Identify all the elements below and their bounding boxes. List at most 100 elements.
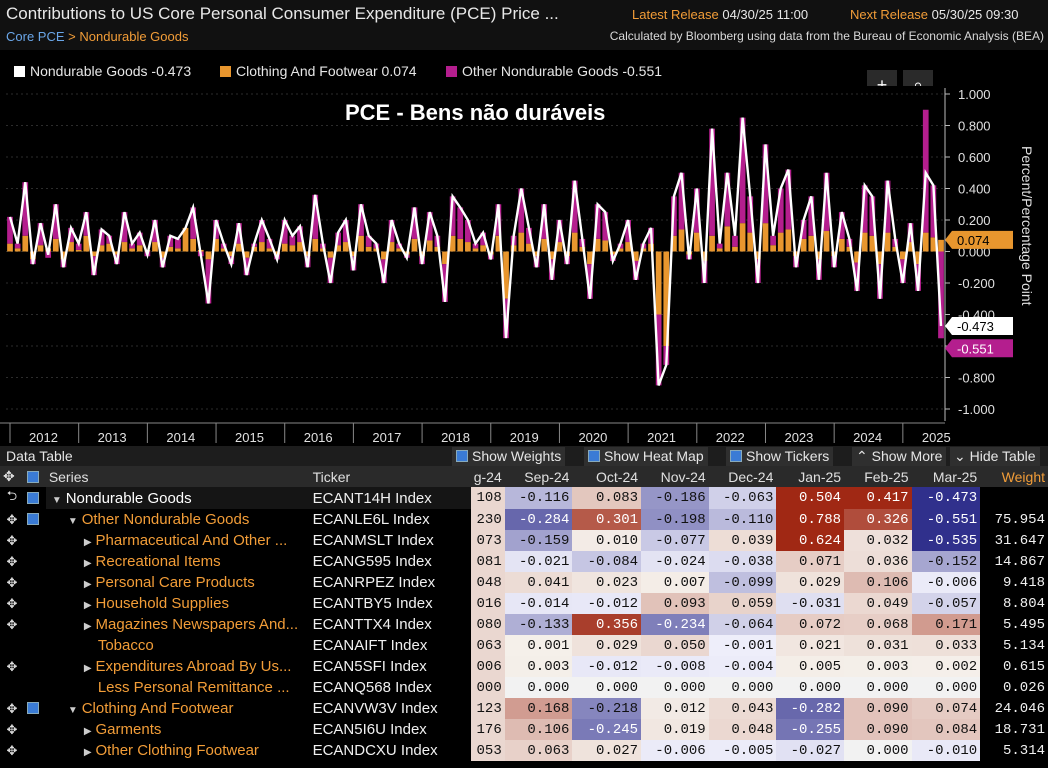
value-cell[interactable]: 0.071 — [776, 551, 844, 572]
row-checkbox[interactable] — [24, 740, 46, 761]
table-row[interactable]: Tobacco ECANAIFT Index 063 0.001 0.029 0.050-… — [0, 635, 1048, 656]
value-cell[interactable]: -0.245 — [572, 719, 641, 740]
ticker-cell[interactable]: ECANMSLT Index — [310, 530, 471, 551]
value-cell[interactable]: 000 — [471, 677, 505, 698]
caret-down-icon[interactable]: ▼ — [68, 516, 78, 527]
value-cell[interactable]: -0.535 — [912, 530, 981, 551]
value-cell[interactable]: -0.012 — [572, 593, 641, 614]
series-name-cell[interactable]: ▶ Magazines Newspapers And... — [46, 614, 310, 635]
ticker-cell[interactable]: ECANVW3V Index — [310, 698, 471, 719]
value-cell[interactable]: 0.504 — [776, 487, 844, 509]
value-cell[interactable]: -0.077 — [641, 530, 709, 551]
move-icon[interactable]: ✥ — [0, 530, 24, 551]
series-name-cell[interactable]: Tobacco — [46, 635, 310, 656]
month-header[interactable]: g-24 — [471, 466, 505, 487]
legend-item-nondurable[interactable]: Nondurable Goods -0.473 — [14, 63, 191, 79]
value-cell[interactable]: 0.000 — [505, 677, 573, 698]
table-row[interactable]: ✥ ▶ Pharmaceutical And Other ... ECANMSLT I… — [0, 530, 1048, 551]
value-cell[interactable]: -0.024 — [641, 551, 709, 572]
row-checkbox[interactable] — [24, 677, 46, 698]
value-cell[interactable]: 006 — [471, 656, 505, 677]
series-header[interactable]: Series — [46, 466, 310, 487]
row-checkbox[interactable] — [24, 530, 46, 551]
caret-right-icon[interactable]: ▶ — [84, 726, 92, 737]
value-cell[interactable]: 0.000 — [844, 677, 912, 698]
value-cell[interactable]: 0.000 — [572, 677, 641, 698]
value-cell[interactable]: 0.033 — [912, 635, 981, 656]
value-cell[interactable]: 0.007 — [641, 572, 709, 593]
row-checkbox[interactable] — [24, 487, 46, 509]
weight-header[interactable]: Weight — [980, 466, 1048, 487]
value-cell[interactable]: 0.000 — [641, 677, 709, 698]
value-cell[interactable]: 016 — [471, 593, 505, 614]
legend-item-clothing[interactable]: Clothing And Footwear 0.074 — [220, 63, 417, 79]
value-cell[interactable]: 176 — [471, 719, 505, 740]
value-cell[interactable]: 0.029 — [776, 572, 844, 593]
value-cell[interactable]: -0.031 — [776, 593, 844, 614]
row-checkbox[interactable] — [24, 551, 46, 572]
month-header[interactable]: Nov-24 — [641, 466, 709, 487]
value-cell[interactable]: -0.005 — [709, 740, 777, 761]
row-checkbox[interactable] — [24, 719, 46, 740]
header-move-icon[interactable]: ✥ — [0, 466, 24, 487]
value-cell[interactable]: 0.788 — [776, 509, 844, 530]
value-cell[interactable]: -0.027 — [776, 740, 844, 761]
table-row[interactable]: ✥ ▶ Other Clothing Footwear ECANDCXU Index 0… — [0, 740, 1048, 761]
value-cell[interactable]: 0.039 — [709, 530, 777, 551]
table-row[interactable]: ✥ ▶ Garments ECAN5I6U Index 176 0.106 -0.245 0.… — [0, 719, 1048, 740]
value-cell[interactable]: 0.000 — [844, 740, 912, 761]
series-name-cell[interactable]: Less Personal Remittance ... — [46, 677, 310, 698]
value-cell[interactable]: -0.084 — [572, 551, 641, 572]
value-cell[interactable]: 0.019 — [641, 719, 709, 740]
ticker-cell[interactable]: ECANRPEZ Index — [310, 572, 471, 593]
hide-table-button[interactable]: ⌄ Hide Table — [950, 447, 1040, 466]
value-cell[interactable]: 0.029 — [572, 635, 641, 656]
value-cell[interactable]: 0.171 — [912, 614, 981, 635]
move-icon[interactable]: ✥ — [0, 593, 24, 614]
caret-right-icon[interactable]: ▶ — [84, 747, 92, 758]
series-name-cell[interactable]: ▶ Expenditures Abroad By Us... — [46, 656, 310, 677]
value-cell[interactable]: 0.043 — [709, 698, 777, 719]
value-cell[interactable]: -0.057 — [912, 593, 981, 614]
row-checkbox[interactable] — [24, 698, 46, 719]
row-checkbox[interactable] — [24, 635, 46, 656]
value-cell[interactable]: 0.624 — [776, 530, 844, 551]
value-cell[interactable]: -0.234 — [641, 614, 709, 635]
value-cell[interactable]: 081 — [471, 551, 505, 572]
value-cell[interactable]: -0.014 — [505, 593, 573, 614]
value-cell[interactable]: 230 — [471, 509, 505, 530]
table-row[interactable]: Less Personal Remittance ... ECANQ568 Ind… — [0, 677, 1048, 698]
caret-right-icon[interactable]: ▶ — [84, 621, 92, 632]
value-cell[interactable]: 048 — [471, 572, 505, 593]
move-icon[interactable]: ✥ — [0, 509, 24, 530]
header-checkbox[interactable] — [24, 466, 46, 487]
move-icon[interactable]: ✥ — [0, 572, 24, 593]
table-row[interactable]: ✥ ▼ Clothing And Footwear ECANVW3V Index 123… — [0, 698, 1048, 719]
value-cell[interactable]: 0.021 — [776, 635, 844, 656]
value-cell[interactable]: 0.084 — [912, 719, 981, 740]
series-name-cell[interactable]: ▼ Nondurable Goods — [46, 487, 310, 509]
series-name-cell[interactable]: ▼ Other Nondurable Goods — [46, 509, 310, 530]
value-cell[interactable]: 0.093 — [641, 593, 709, 614]
month-header[interactable]: Jan-25 — [776, 466, 844, 487]
ticker-cell[interactable]: ECANTTX4 Index — [310, 614, 471, 635]
row-checkbox[interactable] — [24, 656, 46, 677]
value-cell[interactable]: -0.159 — [505, 530, 573, 551]
series-name-cell[interactable]: ▶ Recreational Items — [46, 551, 310, 572]
ticker-cell[interactable]: ECANDCXU Index — [310, 740, 471, 761]
value-cell[interactable]: 0.036 — [844, 551, 912, 572]
value-cell[interactable]: -0.006 — [912, 572, 981, 593]
value-cell[interactable]: 0.041 — [505, 572, 573, 593]
value-cell[interactable]: -0.255 — [776, 719, 844, 740]
value-cell[interactable]: -0.133 — [505, 614, 573, 635]
row-checkbox[interactable] — [24, 572, 46, 593]
value-cell[interactable]: 0.000 — [709, 677, 777, 698]
move-icon[interactable]: ✥ — [0, 698, 24, 719]
value-cell[interactable]: 0.068 — [844, 614, 912, 635]
value-cell[interactable]: 073 — [471, 530, 505, 551]
value-cell[interactable]: -0.284 — [505, 509, 573, 530]
ticker-cell[interactable]: ECAN5I6U Index — [310, 719, 471, 740]
series-name-cell[interactable]: ▶ Personal Care Products — [46, 572, 310, 593]
value-cell[interactable]: 108 — [471, 487, 505, 509]
ticker-cell[interactable]: ECANT14H Index — [310, 487, 471, 509]
